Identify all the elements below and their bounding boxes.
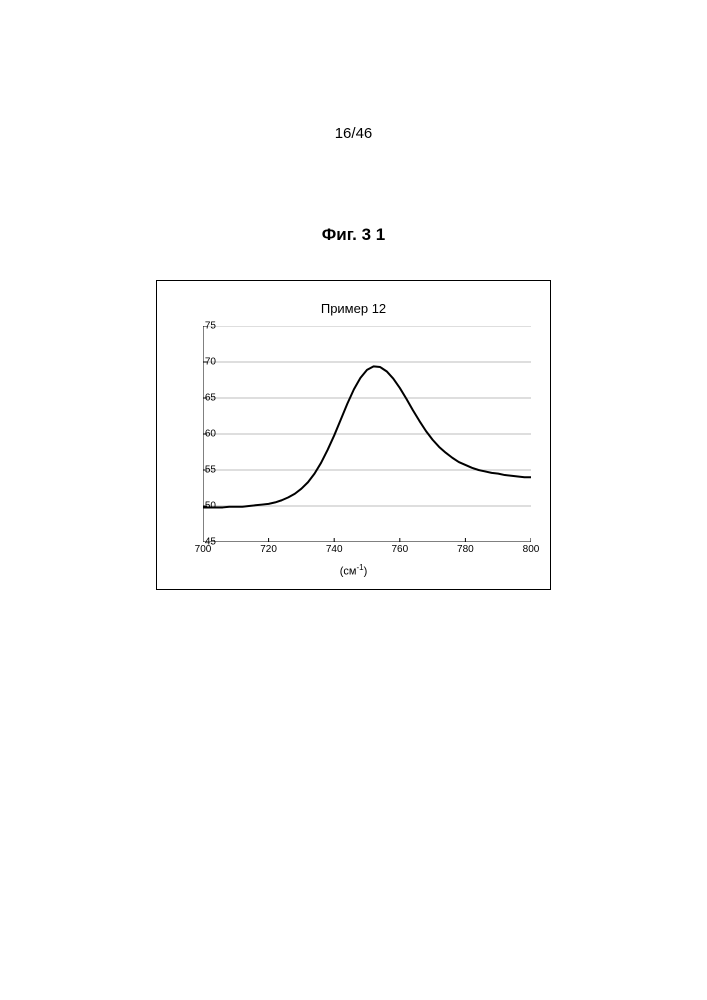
x-axis-label-suffix: ): [364, 566, 368, 578]
y-tick-label: 75: [196, 321, 216, 332]
chart-frame: Пример 12 45505560657075 700720740760780…: [156, 280, 551, 590]
x-axis-label-text: (см: [340, 566, 357, 578]
x-tick-label: 760: [388, 544, 412, 555]
x-tick-label: 780: [453, 544, 477, 555]
y-tick-label: 60: [196, 429, 216, 440]
plot-area: [203, 326, 531, 542]
x-tick-label: 700: [191, 544, 215, 555]
y-tick-label: 70: [196, 357, 216, 368]
document-page: 16/46 Фиг. 3 1 Пример 12 45505560657075 …: [0, 0, 707, 1000]
x-tick-label: 740: [322, 544, 346, 555]
x-tick-label: 720: [257, 544, 281, 555]
page-number: 16/46: [0, 125, 707, 142]
figure-title: Фиг. 3 1: [0, 225, 707, 245]
x-tick-label: 800: [519, 544, 543, 555]
x-axis-label-sup: -1: [356, 563, 363, 572]
x-axis-label: (см-1): [157, 563, 550, 578]
chart-svg: [203, 326, 531, 542]
y-tick-label: 65: [196, 393, 216, 404]
y-tick-label: 55: [196, 465, 216, 476]
y-tick-label: 50: [196, 501, 216, 512]
chart-title: Пример 12: [157, 301, 550, 316]
